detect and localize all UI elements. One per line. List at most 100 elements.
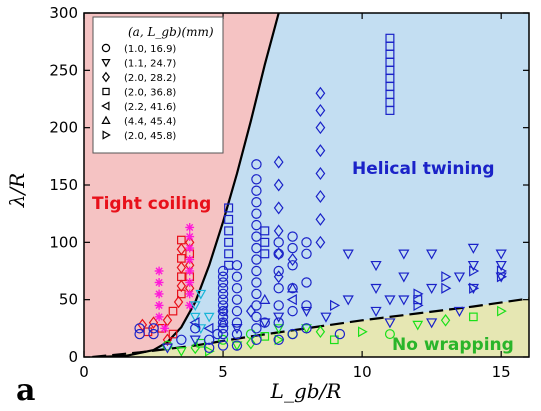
- data-point-series0: [287, 305, 298, 317]
- data-point-series1: [453, 306, 466, 317]
- data-point-series2: [287, 253, 298, 267]
- data-point-group3: [260, 332, 270, 341]
- data-point-series0: [251, 219, 262, 231]
- data-point-series0: [334, 328, 346, 340]
- data-point-series4: [203, 322, 214, 334]
- data-point-series2: [273, 178, 284, 192]
- data-point-series0: [251, 242, 262, 254]
- data-point-group3: [273, 324, 285, 334]
- data-point-series0: [273, 283, 284, 294]
- data-point-series0: [203, 342, 215, 354]
- data-point-group3: [196, 338, 206, 348]
- data-point-series6: [469, 265, 480, 277]
- data-point-series3: [224, 249, 234, 259]
- data-point-series3: [224, 226, 234, 236]
- data-point-group2: [203, 312, 215, 323]
- data-point-series0: [231, 328, 243, 340]
- data-point-series6: [441, 282, 452, 294]
- data-point-series0: [217, 311, 229, 323]
- data-point-series0: [287, 231, 298, 242]
- data-point-group1: [154, 266, 164, 276]
- legend-marker: [101, 59, 111, 68]
- data-point-series4: [217, 305, 228, 317]
- y-tick-label: 0: [68, 348, 78, 366]
- data-point-group3: [301, 324, 312, 334]
- y-tick-label: 300: [49, 4, 78, 22]
- data-point-series1: [467, 260, 479, 272]
- data-point-series5: [217, 316, 229, 327]
- legend-entry-label: (2.2, 41.6): [124, 102, 176, 113]
- data-point-group1: [154, 301, 164, 310]
- data-point-group3: [440, 314, 451, 327]
- data-point-group3: [274, 334, 285, 346]
- data-point-series1: [370, 260, 382, 272]
- data-point-series0: [251, 323, 262, 334]
- data-point-series2: [273, 224, 284, 238]
- data-point-series6: [496, 271, 508, 283]
- data-point-series1: [161, 343, 174, 354]
- data-point-series0: [251, 254, 262, 265]
- data-point-series0: [287, 242, 298, 254]
- data-point-series0: [301, 277, 312, 288]
- twining-wrapping-boundary: [92, 297, 529, 357]
- y-tick-label: 100: [49, 233, 78, 251]
- data-point-series3: [260, 237, 270, 247]
- data-point-group3: [218, 334, 229, 345]
- data-point-series0: [251, 311, 262, 323]
- data-point-group0: [162, 333, 173, 347]
- data-point-series0: [217, 300, 229, 311]
- legend-title: (a, L_gb)(mm): [128, 25, 214, 39]
- legend-entry-label: (4.4, 45.4): [124, 117, 176, 128]
- data-point-group3: [384, 329, 395, 340]
- legend: (a, L_gb)(mm) (1.0, 16.9) (1.1, 24.7) (2.0…: [92, 16, 224, 154]
- data-point-series0: [251, 196, 262, 208]
- data-point-series1: [370, 283, 382, 295]
- data-point-series2: [273, 155, 284, 169]
- data-point-series1: [467, 283, 479, 295]
- data-point-series0: [217, 283, 229, 294]
- data-point-series1: [426, 249, 438, 260]
- region-wrapping-fill: [84, 298, 529, 357]
- data-point-series2: [273, 247, 284, 261]
- data-point-series0: [203, 334, 215, 345]
- data-point-group0: [176, 242, 187, 256]
- data-point-series0: [217, 271, 229, 282]
- data-point-series1: [342, 295, 354, 306]
- data-point-series0: [231, 271, 243, 282]
- data-point-series6: [413, 299, 424, 312]
- data-point-series0: [217, 294, 229, 305]
- data-point-series0: [217, 323, 229, 334]
- data-point-series0: [231, 305, 243, 317]
- region-label-no-wrapping: No wrapping: [392, 335, 514, 355]
- data-point-series0: [134, 323, 145, 334]
- x-tick-label: 5: [218, 363, 228, 381]
- data-point-series1: [426, 283, 438, 295]
- data-point-series1: [495, 249, 507, 260]
- x-tick-label: 15: [492, 363, 511, 381]
- data-point-group1: [185, 266, 195, 276]
- data-point-series1: [384, 295, 396, 306]
- legend-entry-label: (2.0, 28.2): [124, 73, 176, 84]
- data-point-group3: [497, 305, 507, 317]
- data-point-group1: [154, 278, 164, 287]
- data-point-series0: [301, 300, 312, 311]
- region-label-helical-twining: Helical twining: [352, 159, 495, 179]
- data-point-series1: [342, 249, 354, 260]
- data-point-series0: [287, 260, 298, 271]
- data-point-series0: [251, 231, 262, 242]
- x-tick-label: 0: [79, 363, 89, 381]
- data-point-group3: [315, 325, 326, 339]
- data-point-series1: [495, 260, 507, 272]
- data-point-series0: [231, 317, 243, 328]
- legend-entry-label: (1.0, 16.9): [124, 44, 176, 55]
- legend-marker: [102, 130, 111, 140]
- data-point-series1: [453, 272, 466, 283]
- data-point-group3: [329, 335, 339, 345]
- data-point-series0: [273, 300, 284, 311]
- data-point-series0: [273, 265, 284, 277]
- data-point-group1: [185, 255, 195, 264]
- data-point-series3: [385, 33, 395, 43]
- data-point-series1: [231, 324, 243, 335]
- data-point-series0: [217, 340, 229, 351]
- data-point-group2: [195, 324, 207, 334]
